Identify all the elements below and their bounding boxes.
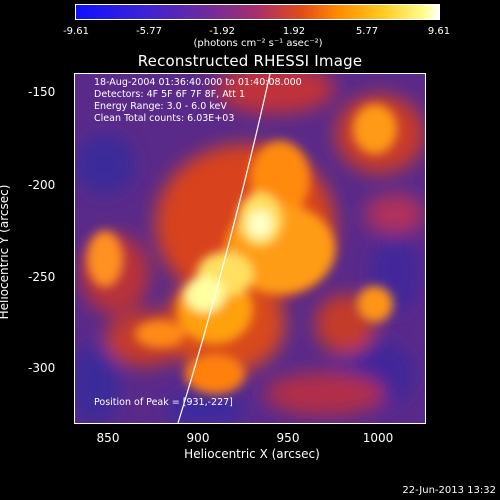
y-tick-label: -200 (28, 178, 56, 192)
colorbar-unit-label: (photons cm⁻² s⁻¹ asec⁻²) (193, 38, 323, 49)
plot-title: Reconstructed RHESSI Image (137, 52, 363, 70)
colorbar-tick-label: 5.77 (355, 26, 379, 37)
colorbar (75, 4, 440, 20)
timestamp: 22-Jun-2013 13:32 (402, 485, 496, 496)
x-tick-label: 950 (276, 431, 300, 445)
x-tick-label: 1000 (362, 431, 394, 445)
rhessi-image (75, 74, 425, 423)
y-axis-label: Heliocentric Y (arcsec) (0, 184, 11, 320)
colorbar-tick-label: -1.92 (209, 26, 235, 37)
clean-total-counts: Clean Total counts: 6.03E+03 (94, 113, 235, 124)
detectors-info: Detectors: 4F 5F 6F 7F 8F, Att 1 (94, 89, 246, 100)
y-tick-label: -150 (28, 85, 56, 99)
x-tick-label: 850 (96, 431, 120, 445)
peak-position-label: Position of Peak = [931,-227] (94, 397, 233, 408)
colorbar-tick-label: 1.92 (282, 26, 306, 37)
energy-range-info: Energy Range: 3.0 - 6.0 keV (94, 101, 227, 112)
y-tick-label: -250 (28, 270, 56, 284)
colorbar-tick-label: 9.61 (427, 26, 451, 37)
y-tick-label: -300 (28, 361, 56, 375)
colorbar-tick-label: -9.61 (63, 26, 89, 37)
x-axis-label: Heliocentric X (arcsec) (184, 447, 320, 461)
x-tick-label: 900 (186, 431, 210, 445)
colorbar-tick-label: -5.77 (136, 26, 162, 37)
rhessi-image-plot (74, 73, 426, 424)
observation-time: 18-Aug-2004 01:36:40.000 to 01:40:08.000 (94, 77, 302, 88)
